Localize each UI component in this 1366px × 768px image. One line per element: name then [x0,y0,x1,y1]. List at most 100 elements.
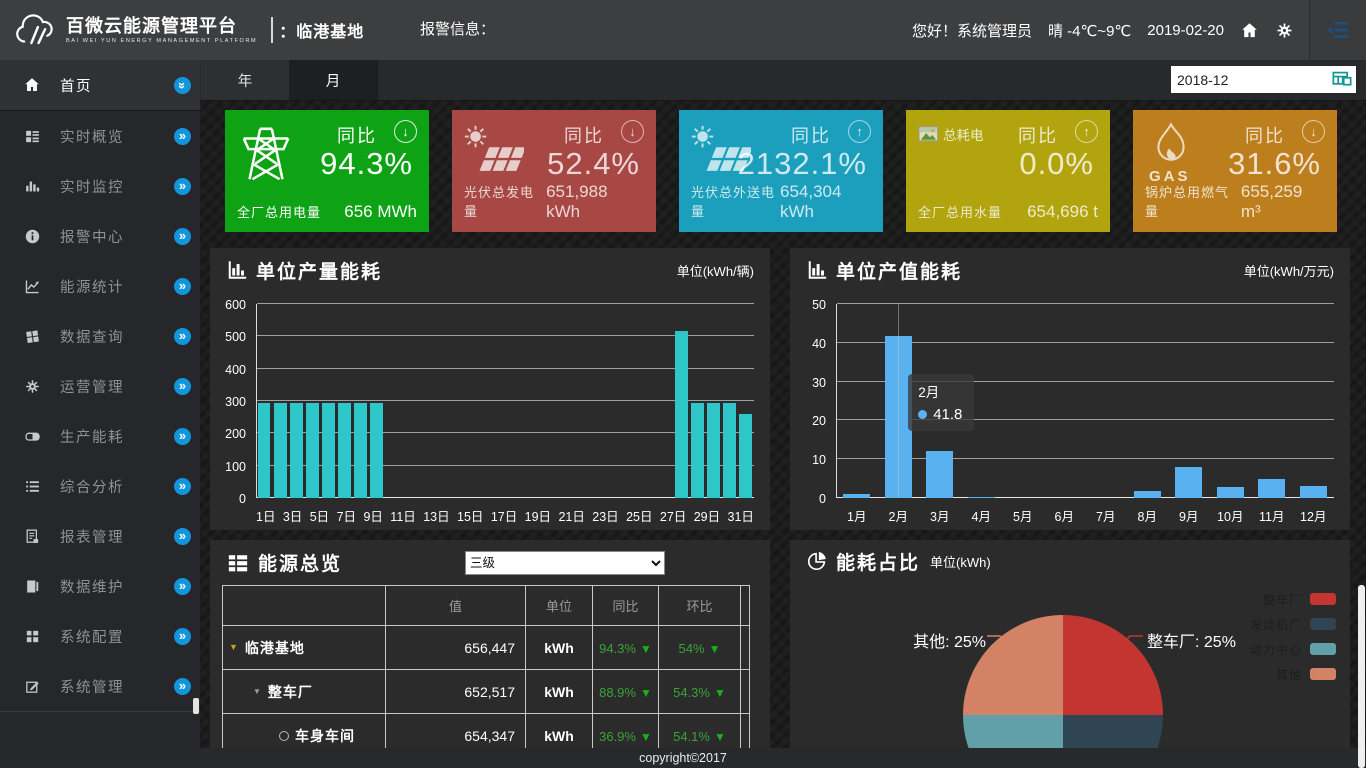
sidebar-divider [0,711,200,712]
chevron-double-down-icon[interactable]: » [174,76,191,94]
legend-swatch [1310,643,1336,655]
operations-gear-icon [20,378,44,395]
trend-up-icon: ↑ [848,120,871,143]
daily-bar-chart: 0 100 200 300 400 500 600 1日 3日 5日 7日 9日 11日 13日 15日 1… [210,292,770,530]
chevron-right-icon[interactable]: » [174,677,191,695]
current-date: 2019-02-20 [1147,21,1224,39]
unit-production-energy-panel: 单位产量能耗 单位(kWh/辆) 0 100 200 300 400 500 600 1日 3… [210,248,770,530]
bar-chart-icon [806,259,828,281]
home-icon [20,76,44,94]
kpi-value: 655,259 m³ [1240,182,1303,221]
unit-label: 单位(kWh) [930,554,991,570]
legend-swatch [1310,593,1336,605]
production-icon [20,428,44,445]
sidebar-item-operations[interactable]: 运营管理 » [0,361,200,411]
kpi-card-pv-export[interactable]: 同比 ↑ 2132.1% 光伏总外送电量 654,304 kWh [679,110,883,232]
sidebar-item-realtime-monitor[interactable]: 实时监控 » [0,161,200,211]
chevron-right-icon[interactable]: » [174,477,191,495]
unit-label: 单位(kWh/辆) [676,263,754,279]
kpi-name: 光伏总发电量 [464,185,535,219]
sidebar-item-reports[interactable]: 报表管理 » [0,511,200,561]
pie-chart[interactable] [963,615,1163,768]
chevron-right-icon[interactable]: » [174,127,191,145]
sidebar-item-home[interactable]: 首页 » [0,60,200,111]
legend-item[interactable]: 动力中心 [1250,640,1336,658]
trend-down-triangle-icon: ▼ [708,641,721,656]
sidebar-scrollbar-thumb[interactable] [193,698,199,714]
kpi-name: 光伏总外送电量 [691,185,776,219]
trend-down-triangle-icon: ▼ [639,729,652,744]
date-input[interactable] [1171,67,1328,92]
period-tabstrip: 年 月 [200,60,1366,101]
chart-bars [256,304,754,498]
sidebar-item-realtime-overview[interactable]: 实时概览 » [0,111,200,161]
x-axis: 1日 3日 5日 7日 9日 11日 13日 15日 17日 19日 21日 23日 25日 27日 29日… [256,509,754,524]
kpi-value: 651,988 kWh [546,182,608,221]
chevron-right-icon[interactable]: » [174,377,191,395]
y-axis: 0 10 20 30 40 50 [812,298,826,506]
trend-down-triangle-icon: ▼ [639,685,652,700]
kpi-name: 全厂总用水量 [918,205,1003,220]
grid-list-icon [226,552,250,574]
broken-image-icon: 总耗电 [918,124,984,144]
sidebar-item-alarm-center[interactable]: 报警中心 » [0,211,200,261]
kpi-card-boiler-gas[interactable]: GAS 同比 ↓ 31.6% 锅炉总用燃气量 655,259 m³ [1133,110,1337,232]
chevron-right-icon[interactable]: » [174,527,191,545]
page-scrollbar-thumb[interactable] [1358,585,1365,768]
compare-label: 同比 [1245,126,1285,146]
kpi-card-pv-generation[interactable]: 同比 ↓ 52.4% 光伏总发电量 651,988 kWh [452,110,656,232]
table-row[interactable]: ▼ 临港基地 656,447 kWh 94.3% ▼ 54% ▼ [222,625,750,670]
kpi-percent: 31.6% [1228,146,1321,181]
sidebar-item-analysis[interactable]: 综合分析 » [0,461,200,511]
chevron-right-icon[interactable]: » [174,327,191,345]
legend-item[interactable]: 发动机厂 [1250,615,1336,633]
home-icon[interactable] [1240,21,1259,40]
chevron-right-icon[interactable]: » [174,227,191,245]
trend-down-triangle-icon: ▼ [713,685,726,700]
unit-value-energy-panel: 单位产值能耗 单位(kWh/万元) 0 10 20 30 40 50 2月 41.8 1月… [790,248,1350,530]
bar-chart-plot[interactable] [256,303,754,498]
kpi-card-total-water[interactable]: 总耗电 同比 ↑ 0.0% 全厂总用水量 654,696 t [906,110,1110,232]
header-right-cluster: 您好！系统管理员 晴 -4℃~9℃ 2019-02-20 [912,0,1294,60]
chevron-right-icon[interactable]: » [174,627,191,645]
tree-expand-icon[interactable]: ▼ [253,686,262,696]
chevron-right-icon[interactable]: » [174,577,191,595]
sidebar-item-production-energy[interactable]: 生产能耗 » [0,411,200,461]
monthly-bar-chart: 0 10 20 30 40 50 2月 41.8 1月 2月 3月 4月 5月 6月 7月 8月 9月 10… [790,292,1350,530]
gear-icon[interactable] [1275,21,1294,40]
calendar-icon[interactable] [1328,68,1356,91]
trend-down-triangle-icon: ▼ [713,729,726,744]
chevron-right-icon[interactable]: » [174,427,191,445]
kpi-name: 全厂总用电量 [237,205,322,220]
site-name: ：临港基地 [279,24,365,41]
table-row[interactable]: ▼ 整车厂 652,517 kWh 88.9% ▼ 54.3% ▼ [222,669,750,714]
bar-chart-plot[interactable]: 2月 41.8 [836,303,1334,498]
brand-title: 百微云能源管理平台 [66,16,237,36]
kpi-card-total-electricity[interactable]: 同比 ↓ 94.3% 全厂总用电量 656 MWh [225,110,429,232]
table-header-row: 值 单位 同比 环比 [222,585,750,626]
legend-swatch [1310,668,1336,680]
level-select[interactable]: 三级 [465,551,665,575]
top-header: 百微云能源管理平台 BAI WEI YUN ENERGY MANAGEMENT … [0,0,1366,60]
gas-flame-icon [1151,122,1191,166]
tree-expand-icon[interactable]: ▼ [229,642,239,652]
panel-title: 能耗占比 [836,552,921,574]
sidebar-item-system-config[interactable]: 系统配置 » [0,611,200,661]
collapse-menu-button[interactable] [1309,0,1366,60]
tab-year[interactable]: 年 [201,60,290,100]
trend-up-icon: ↑ [1075,120,1098,143]
legend-item[interactable]: 其他 [1250,665,1336,683]
tab-month[interactable]: 月 [289,60,378,100]
pie-label-vehicle-plant: 整车厂: 25% [1147,634,1236,651]
legend-item[interactable]: 整车厂 [1250,590,1336,608]
chevron-right-icon[interactable]: » [174,177,191,195]
sidebar-item-data-query[interactable]: 数据查询 » [0,311,200,361]
gas-text: GAS [1149,168,1191,185]
footer: copyright©2017 [0,748,1366,768]
sidebar-item-system-admin[interactable]: 系统管理 » [0,661,200,711]
chevron-right-icon[interactable]: » [174,277,191,295]
energy-stats-icon [20,278,44,295]
sidebar-item-data-maintenance[interactable]: 数据维护 » [0,561,200,611]
sidebar-item-energy-stats[interactable]: 能源统计 » [0,261,200,311]
panel-title: 单位产值能耗 [836,261,963,283]
